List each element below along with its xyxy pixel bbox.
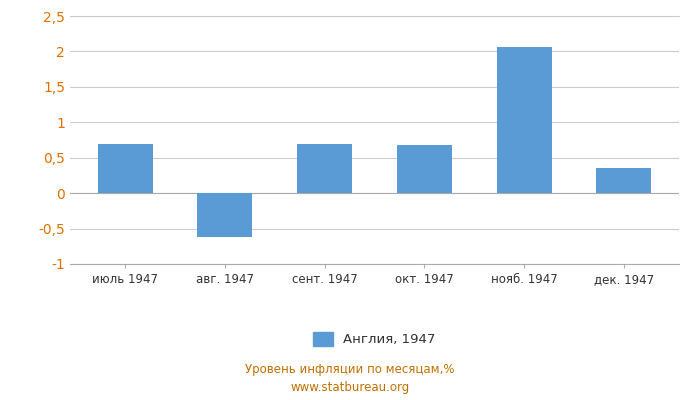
Bar <box>98 144 153 193</box>
Bar <box>197 193 252 237</box>
Bar <box>397 145 452 193</box>
Bar <box>596 168 651 193</box>
Text: www.statbureau.org: www.statbureau.org <box>290 382 410 394</box>
Bar <box>298 144 352 193</box>
Text: Уровень инфляции по месяцам,%: Уровень инфляции по месяцам,% <box>245 364 455 376</box>
Bar <box>497 47 552 193</box>
Legend: Англия, 1947: Англия, 1947 <box>308 327 441 352</box>
